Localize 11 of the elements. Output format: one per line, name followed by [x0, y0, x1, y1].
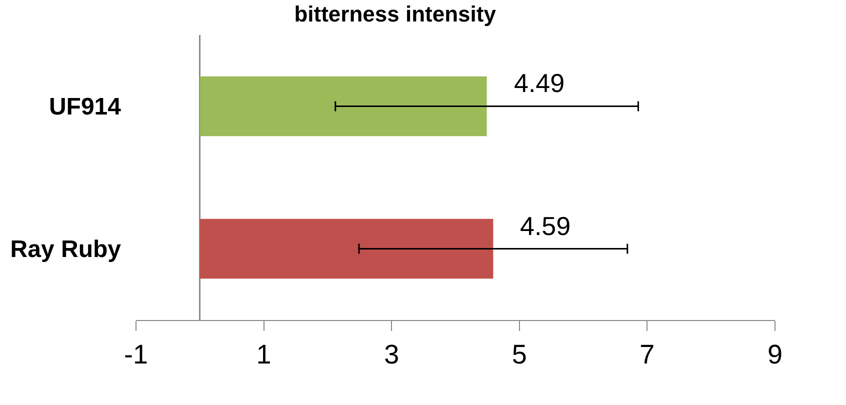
x-tick-label: 9 [767, 339, 783, 370]
data-label: 4.59 [520, 211, 571, 241]
x-tick-label: 5 [512, 339, 527, 370]
y-tick-label: UF914 [48, 94, 122, 121]
x-tick-label: 3 [384, 339, 400, 370]
chart-title: bitterness intensity [294, 1, 497, 26]
y-tick-label: Ray Ruby [10, 236, 122, 264]
x-tick-label: -1 [124, 339, 148, 370]
x-tick-label: 7 [640, 339, 655, 370]
x-tick-label: 1 [256, 339, 272, 370]
data-label: 4.49 [514, 68, 565, 98]
